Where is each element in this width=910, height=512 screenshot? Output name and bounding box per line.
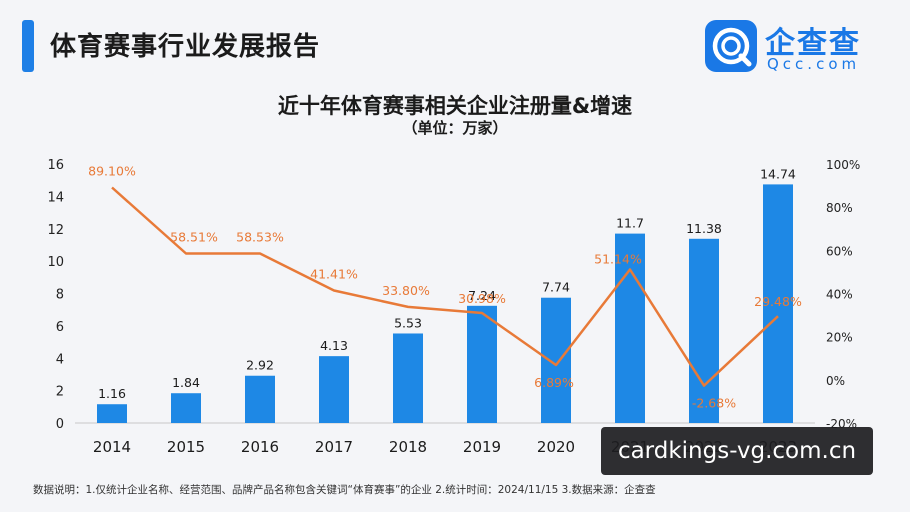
y-right-tick-label: 0% [826, 374, 845, 388]
x-tick-label: 2020 [537, 438, 575, 456]
line-value-label: 33.80% [382, 283, 430, 298]
data-footnote: 数据说明：1.仅统计企业名称、经营范围、品牌产品名称包含关键词“体育赛事”的企业… [33, 484, 656, 496]
page-title: 体育赛事行业发展报告 [50, 32, 321, 62]
bar-2015 [171, 393, 201, 423]
bar-value-label: 1.84 [172, 375, 200, 390]
y-left-tick-label: 8 [56, 288, 64, 303]
x-tick-label: 2015 [167, 438, 205, 456]
y-left-tick-label: 6 [56, 320, 64, 335]
line-value-label: -2.68% [692, 396, 736, 411]
bar-value-label: 11.7 [616, 216, 644, 231]
bar-value-label: 2.92 [246, 358, 274, 373]
line-value-label: 89.10% [88, 164, 136, 179]
line-value-label: 51.14% [594, 251, 642, 266]
bar-value-label: 14.74 [760, 166, 796, 181]
bar-2022 [689, 238, 719, 423]
y-left-tick-label: 16 [47, 158, 64, 173]
bar-value-label: 7.24 [468, 288, 496, 303]
line-value-label: 58.51% [170, 230, 218, 245]
bar-value-label: 4.13 [320, 338, 348, 353]
line-value-label: 41.41% [310, 266, 358, 281]
bar-value-label: 7.74 [542, 280, 570, 295]
y-left-tick-label: 12 [47, 223, 64, 238]
logo-domain: Qcc.com [767, 55, 861, 73]
bar-2018 [393, 333, 423, 423]
bar-2019 [467, 305, 497, 423]
x-tick-label: 2018 [389, 438, 427, 456]
bar-value-label: 11.38 [686, 221, 722, 236]
y-left-tick-label: 4 [56, 352, 64, 367]
line-value-label: 30.98% [458, 291, 506, 306]
x-tick-label: 2016 [241, 438, 279, 456]
x-tick-label: 2017 [315, 438, 353, 456]
y-right-tick-label: 80% [826, 201, 853, 215]
bar-value-label: 1.16 [98, 386, 126, 401]
bar-2014 [97, 404, 127, 423]
bar-2021 [615, 233, 645, 423]
chart-subtitle: （单位：万家） [402, 119, 508, 137]
y-right-tick-label: 60% [826, 244, 853, 258]
x-tick-label: 2019 [463, 438, 501, 456]
line-value-label: 29.48% [754, 294, 802, 309]
y-left-tick-label: 10 [47, 255, 64, 270]
y-left-tick-label: 2 [56, 385, 64, 400]
line-value-label: 58.53% [236, 230, 284, 245]
line-value-label: 6.89% [534, 375, 574, 390]
logo-name: 企查查 [765, 26, 861, 61]
y-left-tick-label: 14 [47, 190, 64, 205]
y-right-tick-label: 40% [826, 288, 853, 302]
growth-rate-line [111, 186, 779, 387]
chart-title: 近十年体育赛事相关企业注册量&增速 [277, 94, 633, 118]
qcc-logo-icon [705, 20, 757, 72]
watermark-overlay: cardkings-vg.com.cn [601, 427, 873, 475]
bar-2023 [763, 184, 793, 423]
bar-value-label: 5.53 [394, 315, 422, 330]
y-left-tick-label: 0 [56, 417, 64, 432]
x-tick-label: 2014 [93, 438, 131, 456]
y-right-tick-label: 100% [826, 158, 860, 172]
header-accent-bar [22, 20, 34, 72]
bar-2016 [245, 375, 275, 423]
y-right-tick-label: 20% [826, 331, 853, 345]
qcc-logo: 企查查 Qcc.com [705, 20, 885, 74]
bar-2017 [319, 356, 349, 423]
bar-2020 [541, 297, 571, 423]
